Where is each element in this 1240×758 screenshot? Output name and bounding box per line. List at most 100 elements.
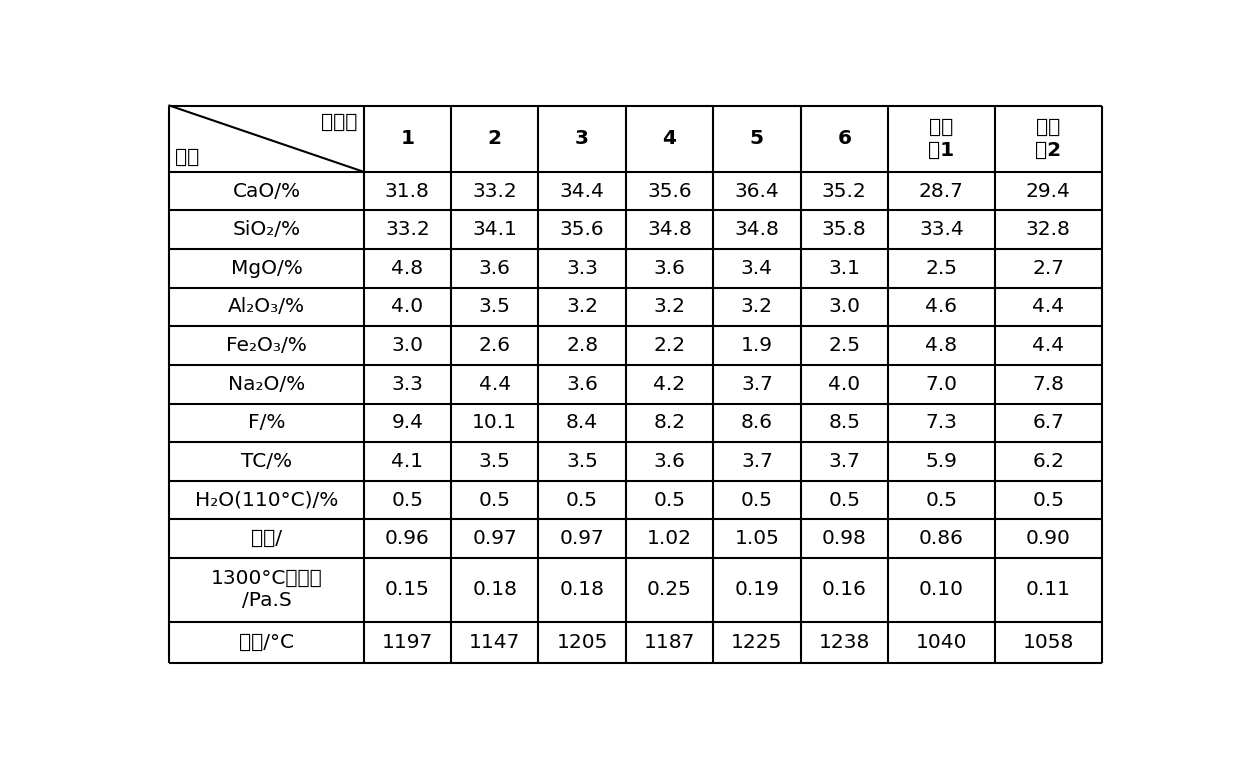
Text: 35.6: 35.6 bbox=[559, 221, 604, 240]
Text: 7.8: 7.8 bbox=[1032, 374, 1064, 393]
Text: 对比
例1: 对比 例1 bbox=[929, 117, 955, 160]
Text: 1205: 1205 bbox=[557, 633, 608, 652]
Text: 3.7: 3.7 bbox=[742, 374, 773, 393]
Text: 2.8: 2.8 bbox=[565, 336, 598, 355]
Text: 1: 1 bbox=[401, 129, 414, 148]
Text: 2.7: 2.7 bbox=[1032, 258, 1064, 278]
Text: 0.97: 0.97 bbox=[472, 529, 517, 548]
Text: 熔点/°C: 熔点/°C bbox=[239, 633, 294, 652]
Text: 0.5: 0.5 bbox=[653, 490, 686, 509]
Text: 0.16: 0.16 bbox=[822, 581, 867, 600]
Text: 2.6: 2.6 bbox=[479, 336, 511, 355]
Text: 3.5: 3.5 bbox=[479, 452, 511, 471]
Text: 3.0: 3.0 bbox=[828, 297, 861, 317]
Text: 32.8: 32.8 bbox=[1025, 221, 1070, 240]
Text: 35.2: 35.2 bbox=[822, 182, 867, 201]
Text: 3.2: 3.2 bbox=[567, 297, 598, 317]
Text: 8.6: 8.6 bbox=[740, 413, 773, 432]
Text: 34.1: 34.1 bbox=[472, 221, 517, 240]
Text: 1187: 1187 bbox=[644, 633, 696, 652]
Text: 0.86: 0.86 bbox=[919, 529, 963, 548]
Text: 0.18: 0.18 bbox=[559, 581, 605, 600]
Text: 0.98: 0.98 bbox=[822, 529, 867, 548]
Text: 碱度/: 碱度/ bbox=[250, 529, 281, 548]
Text: 34.4: 34.4 bbox=[559, 182, 605, 201]
Text: 4: 4 bbox=[662, 129, 677, 148]
Text: 4.8: 4.8 bbox=[392, 258, 423, 278]
Text: 0.18: 0.18 bbox=[472, 581, 517, 600]
Text: 0.15: 0.15 bbox=[384, 581, 430, 600]
Text: 7.0: 7.0 bbox=[925, 374, 957, 393]
Text: 5.9: 5.9 bbox=[925, 452, 957, 471]
Text: 35.8: 35.8 bbox=[822, 221, 867, 240]
Text: 4.4: 4.4 bbox=[1032, 336, 1064, 355]
Text: 0.5: 0.5 bbox=[392, 490, 423, 509]
Text: 0.5: 0.5 bbox=[925, 490, 957, 509]
Text: 0.5: 0.5 bbox=[479, 490, 511, 509]
Text: TC/%: TC/% bbox=[241, 452, 293, 471]
Text: 3.3: 3.3 bbox=[392, 374, 423, 393]
Text: 8.5: 8.5 bbox=[828, 413, 861, 432]
Text: 31.8: 31.8 bbox=[384, 182, 430, 201]
Text: 3.2: 3.2 bbox=[740, 297, 773, 317]
Text: 4.6: 4.6 bbox=[925, 297, 957, 317]
Text: 5: 5 bbox=[750, 129, 764, 148]
Text: MgO/%: MgO/% bbox=[231, 258, 303, 278]
Text: 8.4: 8.4 bbox=[565, 413, 598, 432]
Text: 实施例: 实施例 bbox=[321, 112, 358, 132]
Text: 4.0: 4.0 bbox=[828, 374, 861, 393]
Text: 3.0: 3.0 bbox=[392, 336, 423, 355]
Text: 1058: 1058 bbox=[1023, 633, 1074, 652]
Text: 4.2: 4.2 bbox=[653, 374, 686, 393]
Text: 1.02: 1.02 bbox=[647, 529, 692, 548]
Text: 36.4: 36.4 bbox=[734, 182, 779, 201]
Text: H₂O(110°C)/%: H₂O(110°C)/% bbox=[195, 490, 339, 509]
Text: 3.7: 3.7 bbox=[828, 452, 861, 471]
Text: 2: 2 bbox=[487, 129, 502, 148]
Text: Fe₂O₃/%: Fe₂O₃/% bbox=[226, 336, 308, 355]
Text: 10.1: 10.1 bbox=[472, 413, 517, 432]
Text: 3.5: 3.5 bbox=[479, 297, 511, 317]
Text: 4.4: 4.4 bbox=[1032, 297, 1064, 317]
Text: 29.4: 29.4 bbox=[1025, 182, 1070, 201]
Text: 0.25: 0.25 bbox=[647, 581, 692, 600]
Text: 2.2: 2.2 bbox=[653, 336, 686, 355]
Text: 4.1: 4.1 bbox=[392, 452, 423, 471]
Text: 0.11: 0.11 bbox=[1025, 581, 1070, 600]
Text: 6: 6 bbox=[837, 129, 852, 148]
Text: 1225: 1225 bbox=[732, 633, 782, 652]
Text: F/%: F/% bbox=[248, 413, 285, 432]
Text: 3.4: 3.4 bbox=[740, 258, 773, 278]
Text: 33.2: 33.2 bbox=[472, 182, 517, 201]
Text: 3.6: 3.6 bbox=[567, 374, 598, 393]
Text: 33.2: 33.2 bbox=[384, 221, 430, 240]
Text: 9.4: 9.4 bbox=[392, 413, 423, 432]
Text: 4.8: 4.8 bbox=[925, 336, 957, 355]
Text: 3.7: 3.7 bbox=[742, 452, 773, 471]
Text: 1300°C下粘度
/Pa.S: 1300°C下粘度 /Pa.S bbox=[211, 569, 322, 610]
Text: 0.5: 0.5 bbox=[1032, 490, 1064, 509]
Text: 0.10: 0.10 bbox=[919, 581, 963, 600]
Text: 2.5: 2.5 bbox=[925, 258, 957, 278]
Text: 1197: 1197 bbox=[382, 633, 433, 652]
Text: 0.96: 0.96 bbox=[384, 529, 430, 548]
Text: 3.1: 3.1 bbox=[828, 258, 861, 278]
Text: 项目: 项目 bbox=[175, 148, 200, 167]
Text: 7.3: 7.3 bbox=[925, 413, 957, 432]
Text: CaO/%: CaO/% bbox=[232, 182, 300, 201]
Text: 33.4: 33.4 bbox=[919, 221, 963, 240]
Text: 4.0: 4.0 bbox=[392, 297, 423, 317]
Text: 1.05: 1.05 bbox=[734, 529, 779, 548]
Text: 0.5: 0.5 bbox=[828, 490, 861, 509]
Text: 0.5: 0.5 bbox=[740, 490, 773, 509]
Text: 2.5: 2.5 bbox=[828, 336, 861, 355]
Text: 0.19: 0.19 bbox=[734, 581, 779, 600]
Text: 1147: 1147 bbox=[469, 633, 521, 652]
Text: 3.2: 3.2 bbox=[653, 297, 686, 317]
Text: 3.6: 3.6 bbox=[653, 452, 686, 471]
Text: 1238: 1238 bbox=[818, 633, 870, 652]
Text: 0.97: 0.97 bbox=[559, 529, 604, 548]
Text: 对比
例2: 对比 例2 bbox=[1035, 117, 1061, 160]
Text: 3.5: 3.5 bbox=[567, 452, 598, 471]
Text: 3.6: 3.6 bbox=[653, 258, 686, 278]
